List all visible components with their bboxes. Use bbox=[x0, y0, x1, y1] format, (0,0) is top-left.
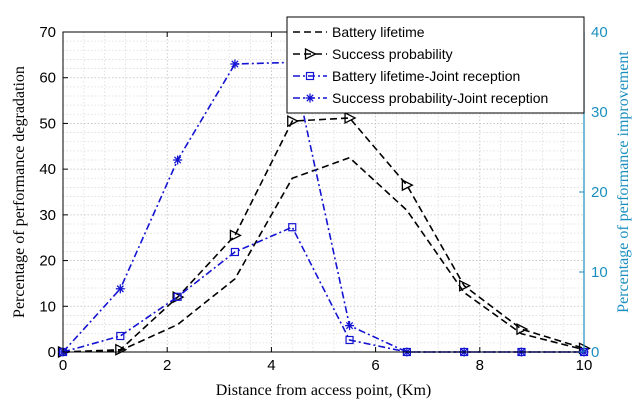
series-line bbox=[62, 156, 585, 353]
series-1 bbox=[57, 111, 591, 359]
legend-box bbox=[286, 16, 585, 114]
y-left-tick-label: 40 bbox=[39, 161, 56, 178]
legend-item: Battery lifetime-Joint reception bbox=[293, 68, 520, 84]
x-tick-label: 8 bbox=[476, 357, 484, 374]
y-left-tick-label: 0 bbox=[48, 344, 56, 361]
series-line bbox=[62, 226, 584, 353]
legend-label: Success probability bbox=[332, 46, 453, 62]
y-right-tick-label: 20 bbox=[591, 184, 608, 201]
data-point-asterisk bbox=[115, 284, 125, 294]
series-line bbox=[62, 117, 585, 353]
legend-label: Battery lifetime bbox=[332, 24, 425, 40]
y-left-tick-label: 20 bbox=[39, 253, 56, 270]
y-left-tick-label: 30 bbox=[39, 207, 56, 224]
x-tick-label: 2 bbox=[163, 357, 171, 374]
series-2 bbox=[58, 223, 589, 357]
y-left-tick-label: 10 bbox=[39, 298, 56, 315]
data-point-triangle bbox=[304, 47, 317, 61]
data-point-triangle bbox=[344, 111, 357, 124]
y-left-tick-label: 70 bbox=[39, 24, 56, 41]
y-right-tick-label: 10 bbox=[591, 264, 608, 281]
data-point-triangle bbox=[516, 323, 529, 336]
data-point-triangle bbox=[459, 279, 472, 292]
legend: Battery lifetime Success probability Batte… bbox=[286, 16, 585, 114]
data-point-square bbox=[345, 335, 354, 345]
series-0 bbox=[62, 156, 585, 353]
x-tick-label: 10 bbox=[576, 357, 593, 374]
data-point-triangle bbox=[229, 229, 242, 242]
y-right-tick-label: 0 bbox=[591, 344, 599, 361]
data-point-square bbox=[288, 223, 297, 232]
y-left-tick-label: 60 bbox=[39, 70, 56, 87]
data-point-square bbox=[116, 331, 125, 341]
legend-item: Success probability bbox=[293, 46, 453, 62]
data-point-asterisk bbox=[345, 321, 355, 331]
x-tick-label: 4 bbox=[267, 357, 275, 374]
data-point-square bbox=[305, 71, 315, 81]
y-left-tick-label: 50 bbox=[39, 115, 56, 132]
legend-label: Success probability-Joint reception bbox=[332, 90, 548, 106]
data-point-triangle bbox=[287, 115, 300, 128]
legend-item: Success probability-Joint reception bbox=[293, 90, 548, 106]
y-right-tick-label: 40 bbox=[591, 24, 608, 41]
x-tick-label: 0 bbox=[59, 357, 67, 374]
data-point-asterisk bbox=[305, 93, 315, 103]
data-point-triangle bbox=[172, 291, 185, 304]
data-point-triangle bbox=[401, 179, 414, 192]
data-point-asterisk bbox=[173, 155, 183, 165]
data-point-asterisk bbox=[230, 59, 240, 69]
y-axis-left-label: Percentage of performance degradation bbox=[11, 66, 28, 318]
y-right-tick-label: 30 bbox=[591, 104, 608, 121]
data-point-square bbox=[230, 247, 240, 257]
x-tick-label: 6 bbox=[371, 357, 379, 374]
data-point-square bbox=[173, 292, 182, 301]
x-axis-label: Distance from access point, (Km) bbox=[216, 382, 431, 399]
legend-label: Battery lifetime-Joint reception bbox=[332, 68, 520, 84]
legend-item: Battery lifetime bbox=[293, 24, 425, 40]
y-axis-right-label: Percentage of performance improvement bbox=[615, 51, 632, 313]
